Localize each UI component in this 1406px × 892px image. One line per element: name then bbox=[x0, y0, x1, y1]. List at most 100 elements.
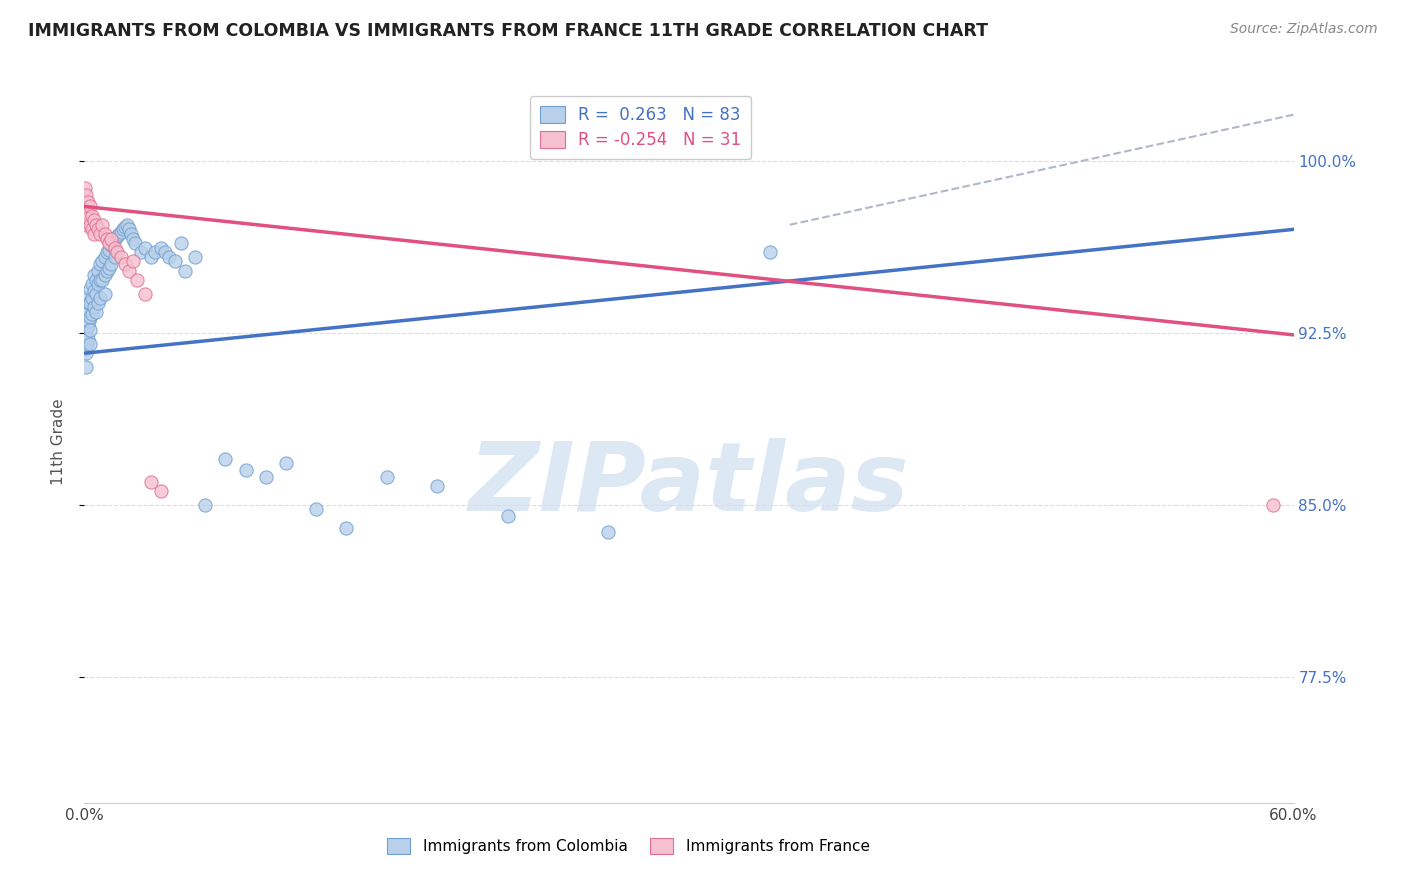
Point bbox=[118, 263, 141, 277]
Point bbox=[598, 525, 620, 540]
Point bbox=[76, 337, 98, 351]
Point bbox=[83, 285, 105, 299]
Point bbox=[75, 188, 97, 202]
Point bbox=[104, 231, 127, 245]
Point bbox=[77, 194, 100, 209]
Point bbox=[82, 222, 104, 236]
Point bbox=[79, 310, 101, 324]
Point bbox=[93, 227, 115, 241]
Point bbox=[121, 231, 143, 245]
Point bbox=[139, 250, 162, 264]
Point bbox=[87, 263, 110, 277]
Point bbox=[124, 236, 146, 251]
Point bbox=[143, 245, 166, 260]
Point bbox=[184, 250, 207, 264]
Point bbox=[115, 218, 138, 232]
Point bbox=[79, 199, 101, 213]
Point bbox=[235, 463, 257, 477]
Point bbox=[86, 273, 108, 287]
Point bbox=[104, 241, 127, 255]
Point bbox=[105, 245, 128, 260]
Point bbox=[82, 209, 104, 223]
Point bbox=[83, 227, 105, 241]
Point bbox=[157, 250, 180, 264]
Point bbox=[79, 314, 101, 328]
Point bbox=[305, 502, 328, 516]
Point bbox=[139, 475, 162, 489]
Point bbox=[75, 327, 97, 342]
Point bbox=[75, 204, 97, 219]
Point bbox=[97, 261, 120, 276]
Point bbox=[120, 227, 142, 241]
Point bbox=[101, 236, 124, 251]
Point bbox=[274, 456, 297, 470]
Point bbox=[114, 220, 136, 235]
Point bbox=[86, 305, 108, 319]
Point bbox=[86, 218, 108, 232]
Point bbox=[75, 346, 97, 360]
Point bbox=[82, 291, 104, 305]
Point bbox=[82, 277, 104, 292]
Point bbox=[77, 291, 100, 305]
Point bbox=[153, 245, 176, 260]
Point bbox=[149, 483, 172, 498]
Point bbox=[79, 282, 101, 296]
Point bbox=[83, 301, 105, 315]
Point bbox=[91, 254, 114, 268]
Point bbox=[75, 359, 97, 374]
Point bbox=[87, 295, 110, 310]
Point bbox=[83, 213, 105, 227]
Point bbox=[496, 509, 519, 524]
Point bbox=[75, 323, 97, 337]
Point bbox=[129, 245, 152, 260]
Text: Source: ZipAtlas.com: Source: ZipAtlas.com bbox=[1230, 22, 1378, 37]
Point bbox=[165, 254, 187, 268]
Point bbox=[93, 250, 115, 264]
Point bbox=[86, 286, 108, 301]
Point bbox=[110, 250, 132, 264]
Point bbox=[375, 470, 398, 484]
Point bbox=[77, 211, 100, 225]
Point bbox=[77, 318, 100, 333]
Point bbox=[93, 286, 115, 301]
Point bbox=[254, 470, 277, 484]
Point bbox=[79, 295, 101, 310]
Point bbox=[79, 218, 101, 232]
Point bbox=[89, 291, 111, 305]
Point bbox=[214, 451, 236, 466]
Text: ZIPatlas: ZIPatlas bbox=[468, 438, 910, 532]
Point bbox=[134, 286, 156, 301]
Point bbox=[100, 257, 122, 271]
Point bbox=[75, 333, 97, 347]
Point bbox=[100, 231, 122, 245]
Point bbox=[1263, 498, 1285, 512]
Point bbox=[77, 305, 100, 319]
Point bbox=[76, 302, 98, 317]
Point bbox=[91, 273, 114, 287]
Point bbox=[82, 307, 104, 321]
Point bbox=[97, 236, 120, 251]
Point bbox=[104, 250, 127, 264]
Point bbox=[75, 181, 97, 195]
Point bbox=[83, 268, 105, 283]
Point bbox=[105, 229, 128, 244]
Point bbox=[89, 257, 111, 271]
Point bbox=[100, 238, 122, 252]
Point bbox=[125, 273, 148, 287]
Point bbox=[75, 314, 97, 328]
Point bbox=[107, 227, 129, 241]
Point bbox=[118, 222, 141, 236]
Point bbox=[194, 498, 217, 512]
Y-axis label: 11th Grade: 11th Grade bbox=[51, 398, 66, 485]
Text: IMMIGRANTS FROM COLOMBIA VS IMMIGRANTS FROM FRANCE 11TH GRADE CORRELATION CHART: IMMIGRANTS FROM COLOMBIA VS IMMIGRANTS F… bbox=[28, 22, 988, 40]
Point bbox=[114, 257, 136, 271]
Point bbox=[110, 225, 132, 239]
Point bbox=[335, 520, 357, 534]
Point bbox=[121, 254, 143, 268]
Point bbox=[174, 263, 197, 277]
Point bbox=[91, 218, 114, 232]
Point bbox=[76, 318, 98, 333]
Point bbox=[79, 323, 101, 337]
Point bbox=[87, 277, 110, 292]
Point bbox=[79, 337, 101, 351]
